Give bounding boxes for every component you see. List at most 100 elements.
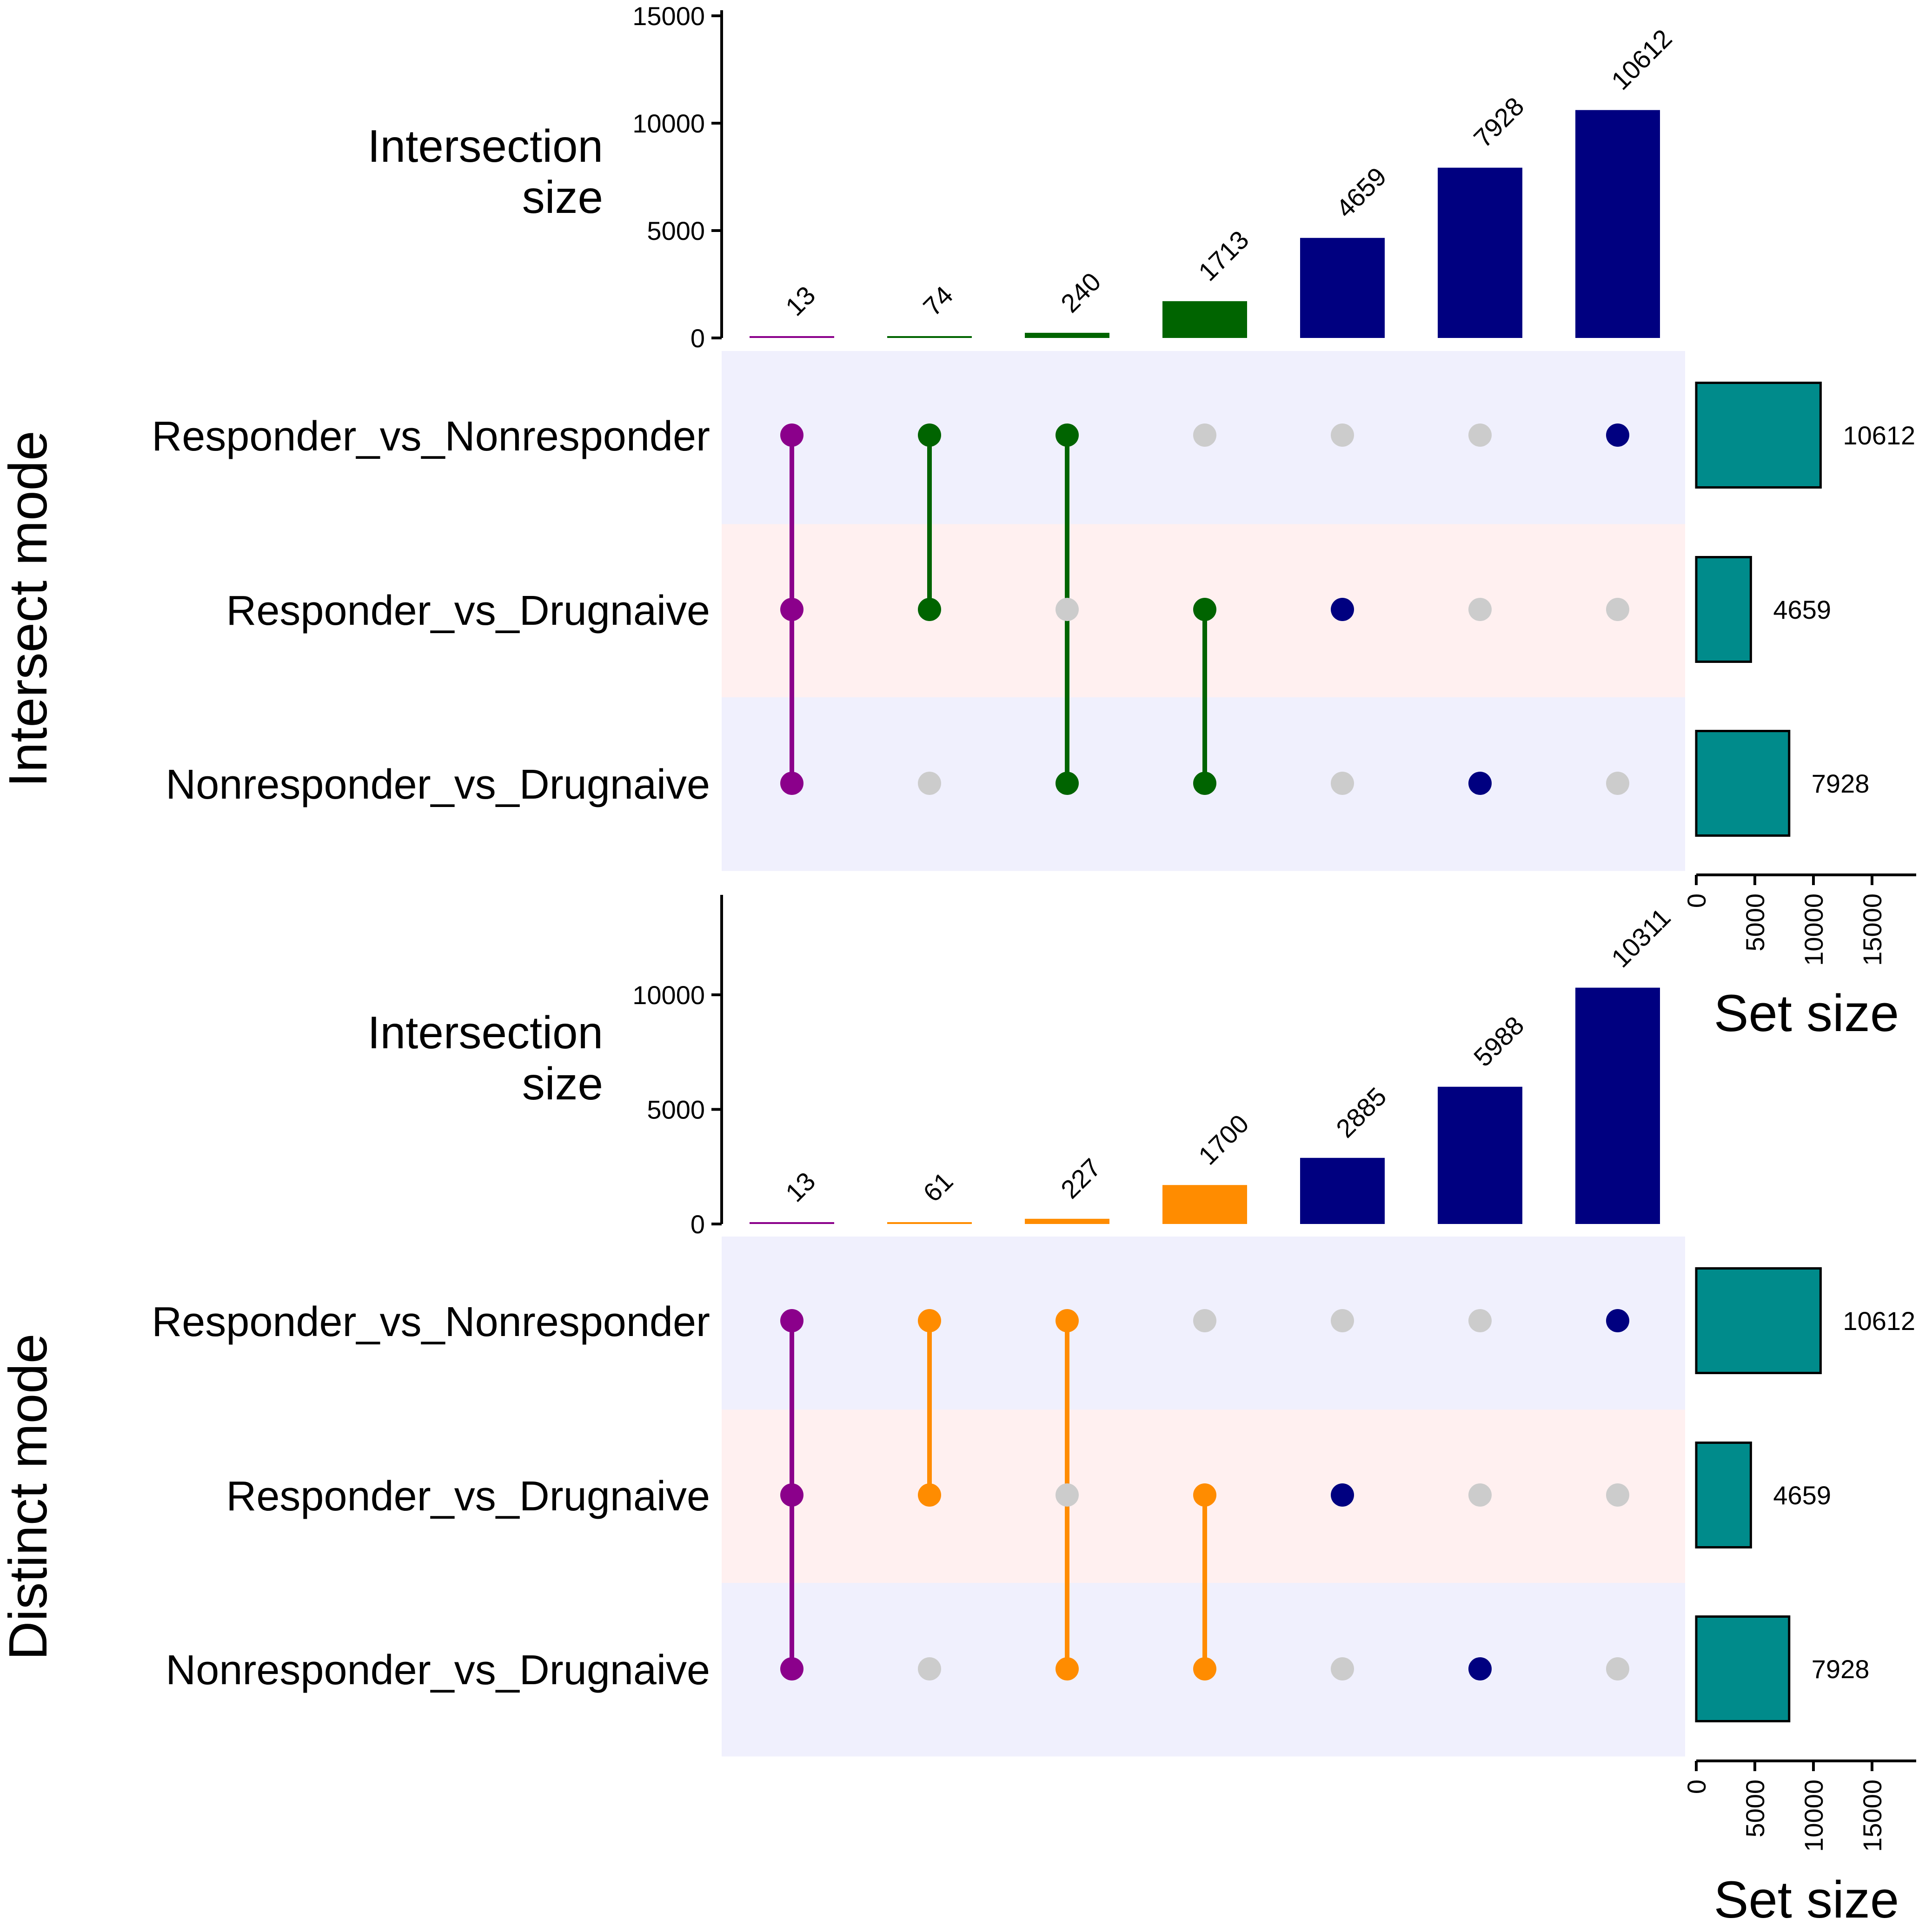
- matrix-dot-active: [1193, 598, 1216, 621]
- set-tick-label: 10000: [1799, 1779, 1828, 1852]
- y-tick-label: 10000: [632, 109, 705, 138]
- set-size-axis-label: Set size: [1714, 1871, 1899, 1925]
- matrix-dot-inactive: [1606, 772, 1629, 795]
- intersection-bar-label: 227: [1055, 1153, 1107, 1204]
- matrix-dot-active: [780, 1309, 803, 1332]
- intersection-bar: [750, 1222, 834, 1224]
- matrix-dot-inactive: [918, 1657, 941, 1680]
- matrix-dot-active: [918, 1483, 941, 1507]
- matrix-dot-active: [1606, 1309, 1629, 1332]
- intersection-bar: [1575, 110, 1660, 338]
- matrix-dot-inactive: [918, 772, 941, 795]
- set-tick-label: 0: [1682, 893, 1711, 908]
- mode-label: Intersect mode: [0, 430, 58, 787]
- matrix-dot-active: [1468, 1657, 1492, 1680]
- set-tick-label: 15000: [1858, 1779, 1887, 1852]
- matrix-dot-inactive: [1056, 598, 1079, 621]
- set-size-bar: [1695, 1615, 1791, 1722]
- intersection-bar-label: 74: [917, 280, 959, 322]
- intersection-bar: [1300, 238, 1385, 338]
- set-tick-label: 5000: [1740, 893, 1770, 952]
- intersection-bar: [887, 336, 972, 338]
- intersection-bar-label: 4659: [1330, 162, 1392, 224]
- matrix-dot-active: [1193, 1657, 1216, 1680]
- matrix-dot-active: [1193, 772, 1216, 795]
- y-tick-label: 0: [690, 1210, 705, 1239]
- intersection-bar: [1575, 987, 1660, 1224]
- intersection-bar-label: 13: [780, 280, 821, 322]
- matrix-dot-inactive: [1468, 423, 1492, 447]
- intersection-bar-label: 5988: [1468, 1011, 1530, 1072]
- intersection-size-label: Intersection: [367, 1007, 603, 1058]
- intersection-bar: [1300, 1158, 1385, 1224]
- matrix-dot-active: [1331, 598, 1354, 621]
- matrix-dot-active: [780, 772, 803, 795]
- matrix-dot-active: [780, 423, 803, 447]
- matrix-dot-inactive: [1056, 1483, 1079, 1507]
- matrix-dot-inactive: [1606, 1483, 1629, 1507]
- set-tick-label: 0: [1682, 1779, 1711, 1794]
- intersection-size-label: size: [522, 1058, 603, 1109]
- y-tick-label: 15000: [632, 1, 705, 31]
- matrix-dot-active: [1056, 1657, 1079, 1680]
- matrix-dot-inactive: [1331, 1657, 1354, 1680]
- set-name-label: Nonresponder_vs_Drugnaive: [166, 1647, 710, 1693]
- set-size-axis-label: Set size: [1714, 984, 1899, 1042]
- set-size-bar: [1695, 556, 1752, 663]
- intersection-bar-label: 10612: [1606, 24, 1678, 96]
- set-tick-label: 5000: [1740, 1779, 1770, 1838]
- matrix-dot-active: [1056, 423, 1079, 447]
- intersection-bar-label: 13: [780, 1166, 821, 1208]
- mode-label: Distinct mode: [0, 1334, 58, 1660]
- set-name-label: Nonresponder_vs_Drugnaive: [166, 761, 710, 808]
- y-tick-label: 10000: [632, 980, 705, 1010]
- set-name-label: Responder_vs_Nonresponder: [152, 1299, 710, 1345]
- matrix-dot-active: [918, 423, 941, 447]
- matrix-dot-active: [1056, 1309, 1079, 1332]
- matrix-dot-active: [1331, 1483, 1354, 1507]
- intersection-bar-label: 10311: [1606, 902, 1676, 973]
- matrix-dot-inactive: [1606, 1657, 1629, 1680]
- matrix-dot-inactive: [1331, 423, 1354, 447]
- set-size-value: 7928: [1812, 1654, 1870, 1684]
- matrix-dot-inactive: [1193, 1309, 1216, 1332]
- matrix-dot-active: [1193, 1483, 1216, 1507]
- set-size-bar: [1695, 1267, 1822, 1374]
- intersection-bar-label: 1713: [1193, 225, 1255, 287]
- set-size-value: 4659: [1773, 595, 1831, 624]
- matrix-dot-inactive: [1606, 598, 1629, 621]
- set-name-label: Responder_vs_Drugnaive: [226, 1473, 710, 1520]
- y-tick-label: 5000: [647, 216, 705, 245]
- set-size-value: 7928: [1812, 769, 1870, 798]
- intersection-bar-label: 2885: [1330, 1082, 1392, 1144]
- matrix-dot-inactive: [1468, 598, 1492, 621]
- set-size-value: 10612: [1843, 1306, 1915, 1336]
- intersection-bar-label: 61: [917, 1166, 959, 1208]
- intersection-bar: [1025, 332, 1109, 338]
- intersection-bar: [887, 1222, 972, 1224]
- set-name-label: Responder_vs_Nonresponder: [152, 413, 710, 460]
- set-size-value: 10612: [1843, 421, 1915, 450]
- intersection-bar: [1438, 167, 1522, 338]
- intersection-bar: [1025, 1218, 1109, 1224]
- matrix-dot-active: [1056, 772, 1079, 795]
- matrix-dot-active: [780, 1657, 803, 1680]
- matrix-dot-inactive: [1331, 772, 1354, 795]
- matrix-dot-inactive: [1331, 1309, 1354, 1332]
- matrix-dot-inactive: [1193, 423, 1216, 447]
- set-size-bar: [1695, 382, 1822, 489]
- matrix-dot-inactive: [1468, 1309, 1492, 1332]
- intersection-size-label: size: [522, 172, 603, 223]
- intersection-bar: [1162, 301, 1247, 338]
- y-tick-label: 5000: [647, 1095, 705, 1125]
- intersection-size-label: Intersection: [367, 120, 603, 172]
- set-tick-label: 15000: [1858, 893, 1887, 966]
- intersection-bar-label: 1700: [1193, 1109, 1255, 1171]
- set-size-value: 4659: [1773, 1481, 1831, 1510]
- matrix-dot-active: [1606, 423, 1629, 447]
- matrix-dot-active: [918, 598, 941, 621]
- set-tick-label: 10000: [1799, 893, 1828, 966]
